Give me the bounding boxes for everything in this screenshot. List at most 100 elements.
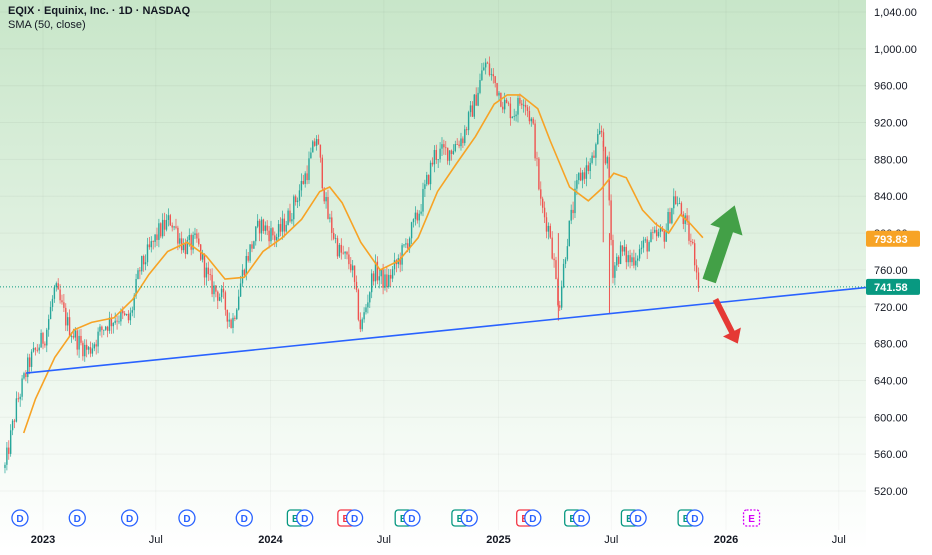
candle-body — [566, 246, 569, 260]
dividend-marker[interactable]: D — [11, 509, 29, 527]
candle-body — [598, 130, 601, 135]
candle-body — [524, 104, 527, 108]
dividend-marker[interactable]: D — [178, 509, 196, 527]
candle-body — [270, 228, 272, 242]
dividend-marker[interactable]: D — [296, 509, 314, 527]
candle-body — [239, 283, 242, 297]
candle-body — [629, 255, 631, 263]
candle-body — [42, 332, 44, 344]
candle-body — [279, 224, 282, 232]
arrow-down-icon[interactable] — [712, 298, 741, 344]
candle-body — [287, 210, 289, 225]
dividend-marker[interactable]: D — [524, 509, 542, 527]
arrows-layer[interactable] — [702, 205, 743, 344]
candle-body — [84, 344, 86, 357]
candle-body — [28, 357, 31, 367]
event-label: E — [748, 514, 755, 525]
dividend-marker[interactable]: D — [235, 509, 253, 527]
candle-body — [393, 260, 396, 270]
candle-body — [386, 274, 388, 287]
candle-body — [116, 320, 118, 322]
candle-body — [108, 317, 111, 331]
candle-body — [17, 398, 19, 400]
candle-body — [101, 326, 103, 331]
dividend-icon[interactable] — [686, 509, 704, 527]
dividend-icon[interactable] — [68, 509, 86, 527]
dividend-icon[interactable] — [629, 509, 647, 527]
dividend-marker[interactable]: D — [345, 509, 364, 527]
dividend-icon[interactable] — [572, 509, 591, 527]
candle-body — [492, 74, 494, 77]
candle-body — [483, 67, 485, 71]
event-label: E — [569, 514, 576, 525]
event-label: E — [292, 514, 299, 525]
events-layer[interactable]: DDDDDEDEDEDEDEDEDEDEDE — [11, 509, 761, 527]
earnings-icon[interactable] — [742, 509, 761, 527]
y-axis[interactable]: 1,040.00 1,000.00 960.00 920.00 880.00 840.00… — [866, 7, 920, 498]
candle-body — [420, 211, 422, 214]
candle-body — [72, 335, 75, 338]
candle-body — [25, 373, 27, 378]
candle-body — [346, 251, 348, 255]
candle-body — [380, 269, 382, 277]
dividend-marker[interactable]: D — [68, 509, 86, 527]
event-label: D — [126, 514, 133, 525]
candle-body — [384, 274, 386, 288]
arrow-up-icon[interactable] — [702, 205, 743, 284]
dividend-icon[interactable] — [403, 509, 421, 527]
candle-body — [502, 106, 504, 110]
candle-body — [693, 243, 696, 266]
dividend-marker[interactable]: D — [572, 509, 591, 527]
candle-body — [68, 317, 71, 337]
candle-body — [581, 172, 584, 181]
candle-body — [110, 317, 113, 327]
dividend-icon[interactable] — [524, 509, 542, 527]
candle-body — [304, 173, 306, 184]
candle-body — [165, 219, 168, 230]
candle-body — [21, 378, 23, 397]
candle-body — [319, 144, 322, 158]
candle-body — [57, 283, 59, 290]
event-label: D — [529, 514, 536, 525]
dividend-icon[interactable] — [120, 509, 139, 527]
dividend-icon[interactable] — [178, 509, 196, 527]
dividend-marker[interactable]: D — [120, 509, 139, 527]
dividend-icon[interactable] — [460, 509, 478, 527]
candle-body — [243, 269, 246, 275]
support-trendline[interactable] — [26, 286, 867, 374]
candle-body — [540, 189, 542, 199]
candle-body — [152, 241, 154, 242]
candle-body — [196, 233, 198, 239]
candle-body — [249, 244, 251, 261]
earnings-marker[interactable]: E — [742, 509, 761, 527]
candle-body — [650, 232, 652, 243]
dividend-marker[interactable]: D — [629, 509, 647, 527]
candle-body — [237, 296, 240, 310]
trendline-layer[interactable] — [26, 286, 867, 374]
candle-body — [313, 141, 316, 146]
x-axis[interactable]: 2023 Jul 2024 Jul 2025 Jul 2026 Jul — [31, 534, 846, 546]
candle-body — [348, 254, 350, 265]
candle-body — [201, 253, 204, 260]
dividend-icon[interactable] — [235, 509, 253, 527]
dividend-icon[interactable] — [345, 509, 364, 527]
x-tick-label: 2025 — [486, 534, 510, 546]
dividend-marker[interactable]: D — [686, 509, 704, 527]
dividend-icon[interactable] — [296, 509, 314, 527]
candle-body — [127, 313, 130, 321]
candle-body — [61, 300, 63, 303]
dividend-icon[interactable] — [11, 509, 29, 527]
dividend-marker[interactable]: D — [403, 509, 421, 527]
candle-body — [321, 157, 323, 189]
dividend-marker[interactable]: D — [460, 509, 478, 527]
candle-body — [530, 118, 532, 122]
candle-body — [293, 196, 295, 220]
candle-body — [612, 239, 614, 278]
candle-body — [118, 321, 120, 323]
candle-body — [220, 288, 223, 298]
candle-body — [251, 244, 253, 249]
candle-body — [177, 227, 179, 244]
candle-body — [458, 144, 460, 147]
